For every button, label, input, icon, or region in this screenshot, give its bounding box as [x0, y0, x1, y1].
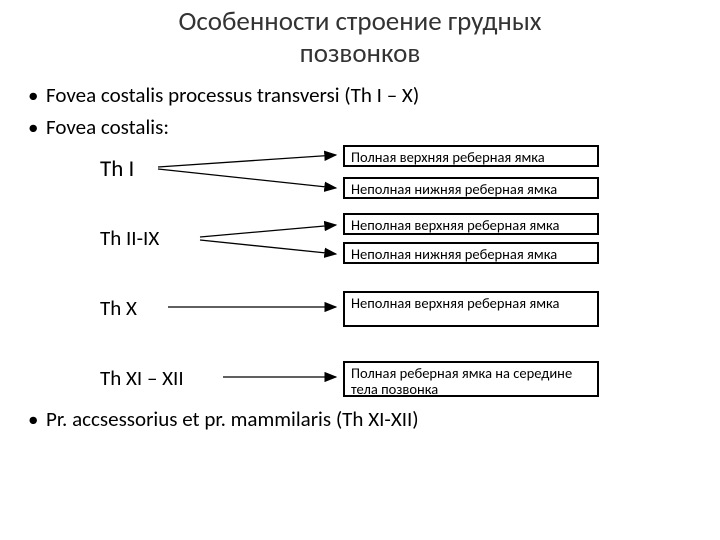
- title-line-2: позвонков: [300, 37, 421, 70]
- arrow-line: [158, 169, 336, 188]
- info-box: Полная верхняя реберная ямка: [343, 145, 599, 167]
- slide-title: Особенности строение грудных позвонков: [0, 0, 720, 71]
- group-label-th4: Th XI – XII: [100, 365, 184, 391]
- diagram-area: Тh I Th II-IX Th X Th XI – XII Полная ве…: [28, 145, 692, 445]
- arrow-line: [200, 225, 336, 237]
- info-box: Неполная верхняя реберная ямка: [343, 213, 599, 235]
- arrow-line: [158, 155, 336, 167]
- bullet-item: Pr. accsessorius et pr. mammilaris (Th X…: [28, 405, 692, 433]
- info-box: Неполная нижняя реберная ямка: [343, 177, 599, 199]
- bullet-text: Fovea costalis processus transversi (Th …: [46, 82, 419, 108]
- info-box: Полная реберная ямка на середине тела по…: [343, 361, 599, 397]
- group-label-th2: Th II-IX: [100, 225, 159, 251]
- info-box: Неполная верхняя реберная ямка: [343, 291, 599, 327]
- group-label-th1: Тh I: [100, 155, 134, 183]
- bullet-text: Pr. accsessorius et pr. mammilaris (Th X…: [46, 406, 419, 432]
- arrow-line: [200, 240, 336, 254]
- bullet-item: Fovea costalis:: [28, 113, 692, 141]
- bullet-item: Fovea costalis processus transversi (Th …: [28, 81, 692, 109]
- bullet-text: Fovea costalis:: [46, 114, 169, 140]
- info-box: Неполная нижняя реберная ямка: [343, 242, 599, 264]
- group-label-th3: Th X: [100, 295, 137, 321]
- title-line-1: Особенности строение грудных: [178, 5, 541, 38]
- slide-body: Fovea costalis processus transversi (Th …: [0, 71, 720, 434]
